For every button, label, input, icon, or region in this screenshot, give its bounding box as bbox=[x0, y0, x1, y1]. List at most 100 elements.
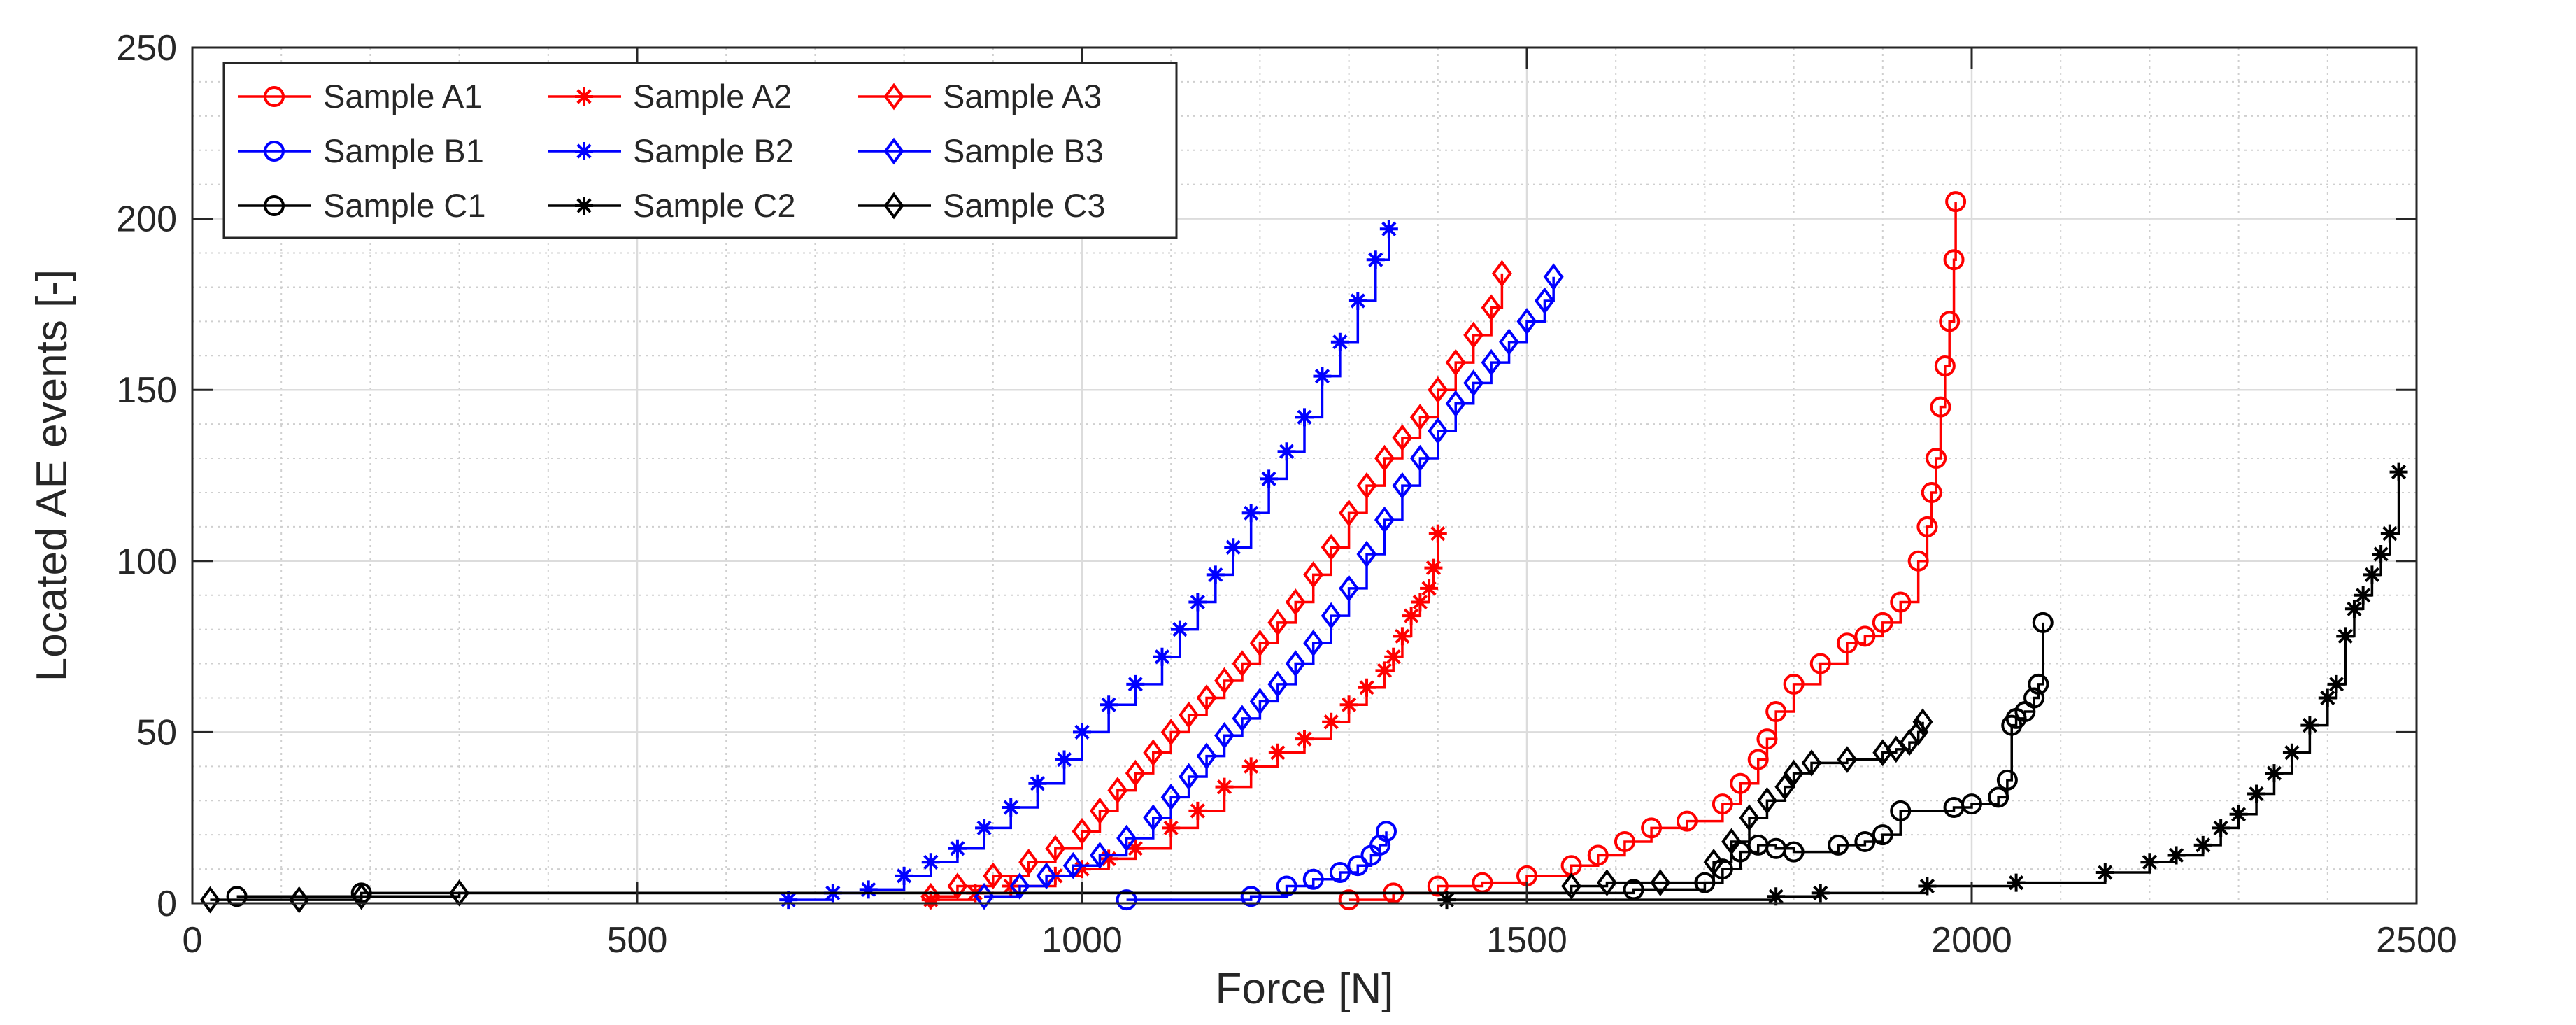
data-point bbox=[1028, 774, 1047, 793]
data-point bbox=[1338, 889, 1360, 911]
x-tick-label: 0 bbox=[183, 920, 203, 961]
data-point bbox=[1756, 728, 1778, 750]
legend-marker bbox=[264, 86, 285, 107]
data-point bbox=[1249, 629, 1270, 657]
data-point bbox=[975, 819, 994, 837]
data-point bbox=[2389, 462, 2408, 481]
data-point bbox=[1828, 834, 1849, 856]
data-point bbox=[1424, 558, 1443, 577]
data-point bbox=[2212, 819, 2230, 837]
legend-label: Sample B2 bbox=[633, 132, 794, 169]
data-point bbox=[1045, 835, 1066, 863]
legend-item-sample-a1: Sample A1 bbox=[238, 78, 482, 115]
legend-marker bbox=[575, 142, 593, 160]
data-point bbox=[1196, 684, 1217, 712]
data-point bbox=[1393, 627, 1411, 646]
legend-label: Sample C3 bbox=[943, 187, 1106, 224]
data-point bbox=[1384, 647, 1403, 666]
data-point bbox=[1241, 757, 1260, 776]
data-point bbox=[1890, 800, 1912, 821]
data-point bbox=[1767, 887, 1786, 906]
data-point bbox=[1614, 830, 1635, 852]
data-point bbox=[1499, 328, 1520, 356]
data-point bbox=[2032, 612, 2054, 633]
data-point bbox=[1170, 620, 1189, 639]
data-point bbox=[1872, 612, 1893, 633]
data-point bbox=[1765, 701, 1787, 723]
data-point bbox=[1358, 678, 1376, 697]
data-point bbox=[921, 853, 940, 872]
data-point bbox=[1125, 759, 1146, 787]
series-sample-b3 bbox=[974, 263, 1564, 910]
x-tick-label: 2000 bbox=[1931, 920, 2012, 961]
data-point bbox=[1926, 448, 1947, 469]
data-point bbox=[1409, 444, 1430, 472]
data-point bbox=[1730, 772, 1751, 794]
data-point bbox=[2372, 545, 2391, 564]
legend-item-sample-a3: Sample A3 bbox=[858, 78, 1102, 115]
tick-labels: 0 500 1000 1500 2000 2500 0 50 100 150 200 250 bbox=[116, 28, 2457, 961]
data-point bbox=[921, 891, 940, 910]
series-sample-a3 bbox=[920, 260, 1512, 910]
data-point bbox=[1339, 574, 1360, 602]
data-point bbox=[1100, 849, 1118, 868]
data-point bbox=[1188, 593, 1207, 612]
data-point bbox=[1516, 308, 1537, 335]
y-tick-label: 50 bbox=[136, 712, 177, 753]
data-point bbox=[1009, 872, 1030, 900]
data-point bbox=[1116, 824, 1137, 852]
data-point bbox=[1313, 367, 1332, 386]
data-point bbox=[1481, 348, 1502, 376]
data-point bbox=[1721, 828, 1742, 856]
data-point bbox=[1018, 848, 1039, 876]
legend-marker bbox=[575, 197, 593, 215]
data-point bbox=[1739, 804, 1760, 832]
legend-marker bbox=[883, 192, 904, 220]
legend-item-sample-b2: Sample B2 bbox=[548, 132, 794, 169]
data-point bbox=[1285, 650, 1306, 677]
data-point bbox=[1783, 673, 1805, 695]
data-point bbox=[1232, 705, 1253, 733]
data-point bbox=[1267, 670, 1288, 698]
data-point bbox=[948, 839, 967, 858]
x-tick-label: 500 bbox=[607, 920, 668, 961]
legend-marker bbox=[264, 195, 285, 216]
legend-item-sample-a2: Sample A2 bbox=[548, 78, 792, 115]
data-point bbox=[1428, 417, 1449, 445]
data-point bbox=[1277, 442, 1296, 461]
legend-label: Sample B1 bbox=[323, 132, 484, 169]
data-point bbox=[351, 882, 372, 910]
data-point bbox=[1587, 844, 1609, 866]
data-point bbox=[1249, 688, 1270, 715]
data-point bbox=[1712, 793, 1733, 815]
data-point bbox=[1330, 332, 1349, 351]
data-point bbox=[2336, 627, 2355, 646]
data-point bbox=[1267, 609, 1288, 637]
data-point bbox=[1783, 841, 1805, 863]
data-point bbox=[1356, 540, 1377, 568]
data-point bbox=[1215, 777, 1234, 796]
data-point bbox=[1374, 444, 1395, 472]
legend: Sample A1 Sample B1 Sample C1 Sample A2 Samp… bbox=[222, 62, 1178, 239]
data-point bbox=[2327, 674, 2346, 693]
data-point bbox=[1481, 294, 1502, 322]
data-point bbox=[2354, 586, 2372, 605]
data-point bbox=[1196, 742, 1217, 770]
data-point bbox=[1774, 773, 1795, 801]
data-point bbox=[1596, 869, 1617, 896]
data-point bbox=[1036, 862, 1057, 890]
data-point bbox=[2363, 565, 2382, 584]
series-sample-a2 bbox=[921, 524, 1447, 910]
legend-item-sample-b3: Sample B3 bbox=[858, 132, 1104, 169]
data-point bbox=[1811, 884, 1830, 903]
data-point bbox=[2344, 600, 2363, 618]
data-point bbox=[1836, 632, 1858, 654]
data-point bbox=[1374, 506, 1395, 534]
data-point bbox=[1988, 786, 2009, 808]
data-point bbox=[1420, 579, 1439, 598]
data-point bbox=[1945, 191, 1967, 213]
data-point bbox=[1160, 719, 1181, 746]
data-point bbox=[1302, 868, 1324, 890]
data-point bbox=[1890, 591, 1912, 613]
